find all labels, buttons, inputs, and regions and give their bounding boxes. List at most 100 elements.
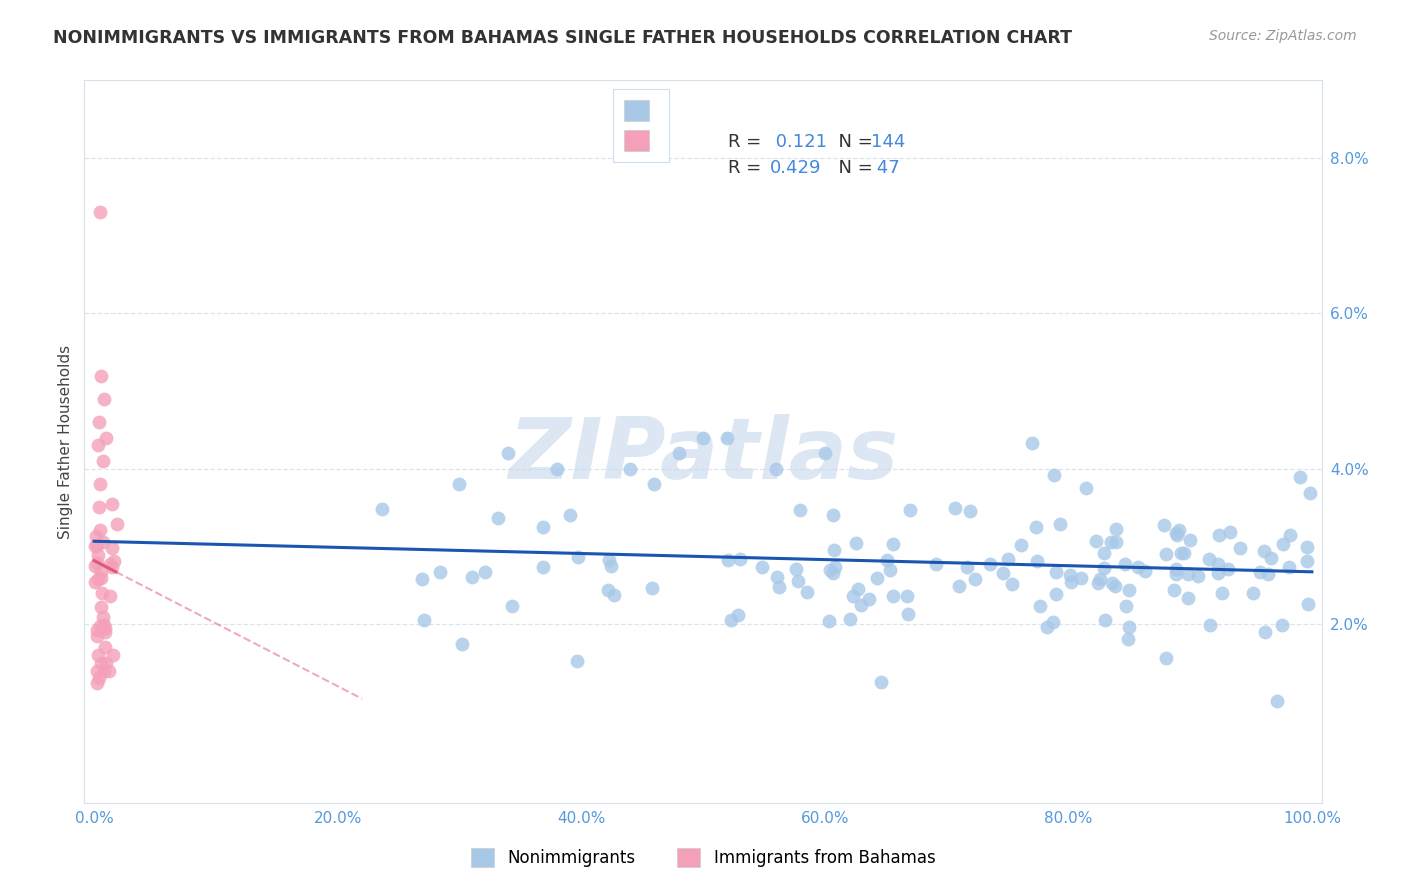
Text: N =: N = — [827, 133, 879, 151]
Point — [640, 581, 662, 595]
Point — [86, 664, 108, 678]
Point — [1021, 435, 1043, 450]
Point — [599, 559, 621, 574]
Point — [1116, 632, 1139, 646]
Point — [602, 588, 624, 602]
Point — [1278, 528, 1301, 542]
Point — [567, 654, 589, 668]
Point — [90, 571, 112, 585]
Point — [103, 553, 125, 567]
Point — [501, 599, 523, 613]
Text: ZIPatlas: ZIPatlas — [508, 415, 898, 498]
Text: 0.429: 0.429 — [770, 160, 821, 178]
Point — [1164, 566, 1187, 581]
Text: 144: 144 — [872, 133, 905, 151]
Point — [963, 572, 986, 586]
Point — [1114, 557, 1136, 571]
Point — [824, 560, 846, 574]
Point — [839, 611, 862, 625]
Point — [1253, 544, 1275, 558]
Point — [823, 543, 845, 558]
Point — [101, 648, 124, 662]
Point — [1254, 624, 1277, 639]
Point — [765, 461, 787, 475]
Point — [668, 446, 690, 460]
Point — [90, 368, 112, 383]
Point — [87, 648, 110, 663]
Point — [598, 583, 620, 598]
Point — [619, 461, 641, 475]
Point — [848, 582, 870, 596]
Point — [991, 566, 1014, 580]
Point — [1198, 552, 1220, 566]
Point — [91, 454, 114, 468]
Point — [89, 619, 111, 633]
Point — [89, 205, 111, 219]
Point — [882, 589, 904, 603]
Point — [1118, 620, 1140, 634]
Point — [546, 461, 568, 475]
Point — [1010, 538, 1032, 552]
Point — [728, 552, 751, 566]
Point — [1288, 469, 1310, 483]
Point — [1099, 534, 1122, 549]
Point — [1265, 694, 1288, 708]
Text: R =: R = — [728, 133, 766, 151]
Point — [1164, 526, 1187, 541]
Point — [101, 497, 124, 511]
Point — [879, 563, 901, 577]
Point — [1001, 577, 1024, 591]
Point — [87, 438, 110, 452]
Point — [643, 477, 665, 491]
Point — [1092, 546, 1115, 560]
Point — [461, 570, 484, 584]
Point — [1216, 562, 1239, 576]
Point — [1206, 558, 1229, 572]
Point — [882, 537, 904, 551]
Point — [821, 508, 844, 523]
Point — [1154, 650, 1177, 665]
Point — [93, 617, 115, 632]
Point — [91, 535, 114, 549]
Point — [1085, 533, 1108, 548]
Point — [1126, 559, 1149, 574]
Text: R =: R = — [728, 160, 766, 178]
Point — [1241, 585, 1264, 599]
Point — [1296, 540, 1319, 554]
Point — [87, 672, 110, 686]
Point — [1177, 567, 1199, 582]
Point — [870, 675, 893, 690]
Point — [692, 431, 714, 445]
Point — [818, 563, 841, 577]
Point — [531, 560, 554, 574]
Point — [766, 570, 789, 584]
Point — [1163, 583, 1185, 598]
Point — [897, 607, 920, 621]
Point — [90, 585, 112, 599]
Point — [1104, 578, 1126, 592]
Point — [91, 610, 114, 624]
Point — [1296, 554, 1319, 568]
Point — [86, 675, 108, 690]
Point — [1260, 551, 1282, 566]
Point — [89, 477, 111, 491]
Point — [97, 664, 120, 678]
Point — [1074, 481, 1097, 495]
Point — [814, 446, 837, 460]
Point — [943, 501, 966, 516]
Point — [1257, 566, 1279, 581]
Point — [413, 613, 436, 627]
Point — [84, 539, 107, 553]
Point — [959, 504, 981, 518]
Point — [429, 565, 451, 579]
Point — [93, 664, 115, 678]
Point — [93, 392, 115, 406]
Point — [496, 446, 519, 460]
Text: 0.121: 0.121 — [770, 133, 827, 151]
Point — [1115, 599, 1137, 613]
Point — [1219, 525, 1241, 540]
Point — [86, 624, 108, 638]
Point — [1059, 574, 1081, 589]
Point — [716, 431, 738, 445]
Point — [956, 560, 979, 574]
